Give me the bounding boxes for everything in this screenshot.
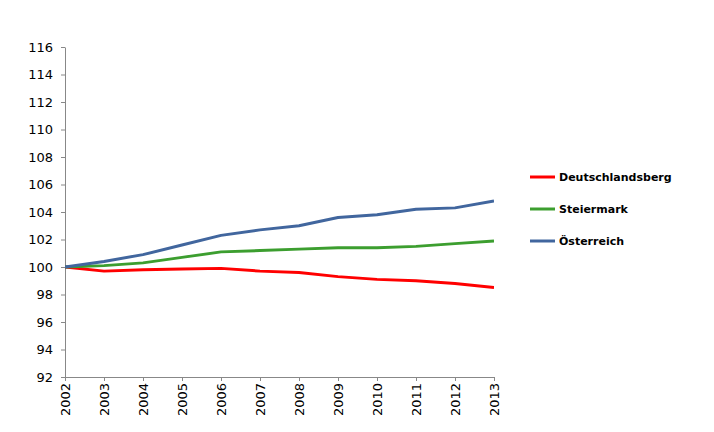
y-tick-label: 114 [28, 67, 53, 82]
x-tick-label: 2007 [253, 383, 268, 416]
series-line [65, 201, 494, 267]
x-tick-label: 2005 [175, 383, 190, 416]
x-tick-label: 2003 [97, 383, 112, 416]
y-tick-label: 106 [28, 177, 53, 192]
y-tick-label: 112 [28, 95, 53, 110]
y-tick-mark [61, 377, 65, 378]
y-tick: 110 [28, 122, 65, 137]
x-tick-mark [221, 377, 222, 381]
y-tick: 102 [28, 232, 65, 247]
y-tick-label: 108 [28, 150, 53, 165]
x-tick-label: 2002 [58, 383, 73, 416]
plot-area [65, 201, 494, 288]
chart: 9294969810010210410610811011211411620022… [0, 0, 714, 432]
x-tick-label: 2004 [136, 383, 151, 416]
y-tick-label: 102 [28, 232, 53, 247]
y-tick-mark [61, 185, 65, 186]
x-tick: 2007 [253, 377, 268, 416]
y-tick-mark [61, 267, 65, 268]
x-tick-label: 2013 [487, 383, 502, 416]
y-tick-label: 96 [36, 315, 53, 330]
x-tick-label: 2011 [409, 383, 424, 416]
y-tick: 94 [36, 342, 65, 357]
y-axis-line [65, 48, 66, 378]
x-tick: 2006 [214, 377, 229, 416]
x-tick-mark [260, 377, 261, 381]
y-tick-mark [61, 75, 65, 76]
x-tick: 2010 [370, 377, 385, 416]
x-tick: 2002 [58, 377, 73, 416]
x-tick-mark [455, 377, 456, 381]
series-line [65, 241, 494, 267]
y-tick-label: 100 [28, 260, 53, 275]
legend-item: Deutschlandsberg [530, 171, 672, 184]
x-tick: 2013 [487, 377, 502, 416]
y-tick-label: 98 [36, 287, 53, 302]
y-tick: 92 [36, 370, 65, 385]
y-tick-label: 104 [28, 205, 53, 220]
y-tick: 106 [28, 177, 65, 192]
x-tick-mark [299, 377, 300, 381]
x-tick: 2011 [409, 377, 424, 416]
x-tick: 2008 [292, 377, 307, 416]
x-tick-mark [65, 377, 66, 381]
y-tick: 112 [28, 95, 65, 110]
x-tick-label: 2012 [448, 383, 463, 416]
y-tick-mark [61, 350, 65, 351]
y-tick: 100 [28, 260, 65, 275]
x-axis-line [66, 377, 495, 378]
legend-swatch [530, 176, 555, 179]
x-tick: 2012 [448, 377, 463, 416]
y-tick-mark [61, 130, 65, 131]
x-tick-label: 2008 [292, 383, 307, 416]
legend-label: Österreich [559, 234, 624, 248]
y-tick-label: 110 [28, 122, 53, 137]
y-tick-label: 94 [36, 342, 53, 357]
x-tick: 2003 [97, 377, 112, 416]
x-tick: 2005 [175, 377, 190, 416]
x-tick: 2009 [331, 377, 346, 416]
y-tick: 96 [36, 315, 65, 330]
y-tick-mark [61, 47, 65, 48]
y-tick-label: 116 [28, 40, 53, 55]
y-tick: 114 [28, 67, 65, 82]
x-tick-mark [182, 377, 183, 381]
legend: Deutschlandsberg Steiermark Österreich [530, 171, 672, 248]
x-tick-mark [494, 377, 495, 381]
x-tick-mark [143, 377, 144, 381]
legend-item: Österreich [530, 234, 624, 248]
series-line [65, 267, 494, 288]
y-tick: 108 [28, 150, 65, 165]
y-tick-label: 92 [36, 370, 53, 385]
y-tick: 98 [36, 287, 65, 302]
x-tick-mark [104, 377, 105, 381]
y-tick-mark [61, 102, 65, 103]
x-tick-label: 2009 [331, 383, 346, 416]
x-tick-label: 2006 [214, 383, 229, 416]
x-tick-mark [377, 377, 378, 381]
legend-swatch [530, 240, 555, 243]
x-tick: 2004 [136, 377, 151, 416]
y-tick-mark [61, 212, 65, 213]
y-tick-mark [61, 295, 65, 296]
legend-label: Deutschlandsberg [559, 171, 672, 184]
y-tick: 116 [28, 40, 65, 55]
y-tick-mark [61, 322, 65, 323]
x-tick-mark [338, 377, 339, 381]
x-tick-mark [416, 377, 417, 381]
legend-swatch [530, 208, 555, 211]
y-tick: 104 [28, 205, 65, 220]
x-tick-label: 2010 [370, 383, 385, 416]
legend-item: Steiermark [530, 203, 629, 216]
y-tick-mark [61, 157, 65, 158]
y-axis: 92 94 96 98 100 102 104 106 108 110 112 114 116 [28, 40, 65, 385]
y-tick-mark [61, 240, 65, 241]
legend-label: Steiermark [559, 203, 629, 216]
x-axis: 2002 2003 2004 2005 2006 2007 2008 2009 2010 2011… [58, 377, 502, 416]
